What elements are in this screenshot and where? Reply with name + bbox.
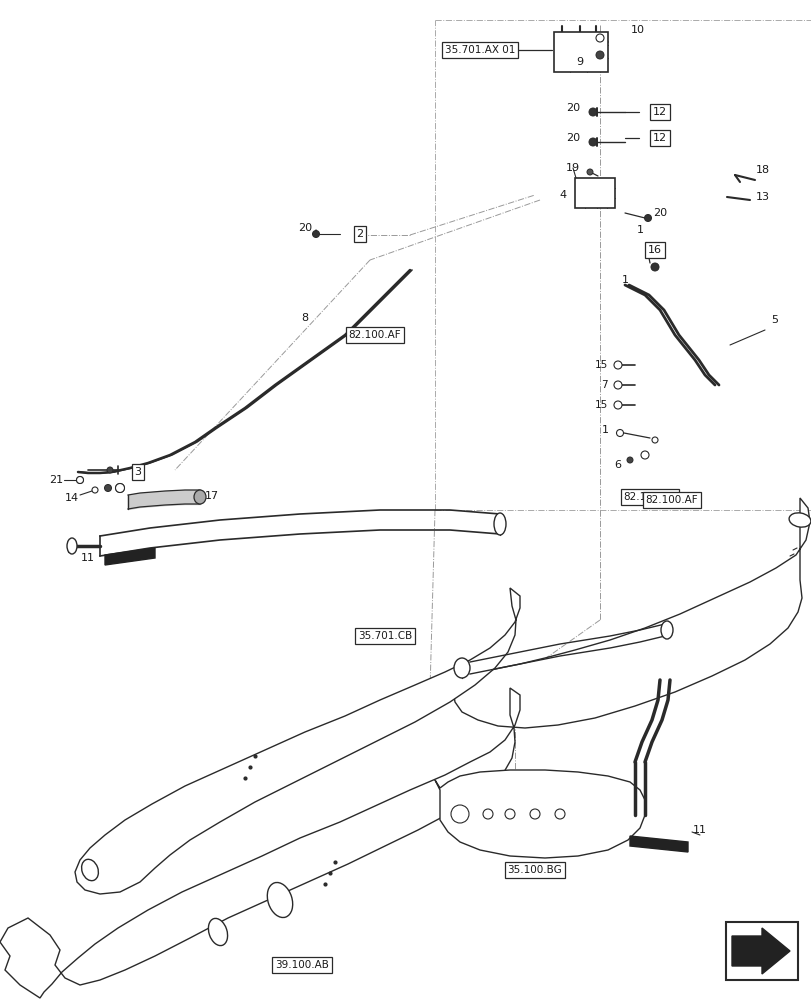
- Text: 20: 20: [298, 223, 311, 233]
- Text: 21: 21: [49, 475, 63, 485]
- Text: 18: 18: [755, 165, 769, 175]
- Text: 82.100.AF: 82.100.AF: [348, 330, 401, 340]
- Text: 1: 1: [601, 425, 607, 435]
- Circle shape: [595, 34, 603, 42]
- Text: 3: 3: [135, 467, 141, 477]
- Text: 9: 9: [576, 57, 583, 67]
- Polygon shape: [731, 928, 789, 974]
- Bar: [574, 178, 614, 208]
- Text: 5: 5: [770, 315, 778, 325]
- Text: 11: 11: [692, 825, 706, 835]
- Polygon shape: [105, 548, 155, 565]
- Circle shape: [554, 809, 564, 819]
- Circle shape: [483, 809, 492, 819]
- Circle shape: [107, 467, 113, 473]
- Text: 10: 10: [630, 25, 644, 35]
- Circle shape: [504, 809, 514, 819]
- Text: 15: 15: [594, 400, 607, 410]
- Text: 35.701.CB: 35.701.CB: [358, 631, 412, 641]
- Circle shape: [640, 451, 648, 459]
- Text: 7: 7: [601, 380, 607, 390]
- Text: 8: 8: [301, 313, 308, 323]
- Text: 1: 1: [636, 225, 642, 235]
- Text: 19: 19: [565, 163, 579, 173]
- Text: 35.701.AX 01: 35.701.AX 01: [444, 45, 514, 55]
- Ellipse shape: [194, 490, 206, 504]
- Circle shape: [92, 487, 98, 493]
- Circle shape: [586, 169, 592, 175]
- Text: 2: 2: [356, 229, 363, 239]
- Text: 4: 4: [559, 190, 566, 200]
- Text: 20: 20: [652, 208, 667, 218]
- Text: 17: 17: [204, 491, 219, 501]
- Ellipse shape: [81, 859, 98, 881]
- Circle shape: [530, 809, 539, 819]
- Circle shape: [588, 108, 596, 116]
- Ellipse shape: [67, 538, 77, 554]
- Polygon shape: [0, 688, 519, 998]
- Circle shape: [312, 231, 319, 237]
- Circle shape: [613, 361, 621, 369]
- Text: 35.100.BG: 35.100.BG: [507, 865, 562, 875]
- Circle shape: [651, 437, 657, 443]
- Circle shape: [613, 381, 621, 389]
- Text: 12: 12: [652, 107, 667, 117]
- Text: 20: 20: [565, 133, 579, 143]
- Ellipse shape: [453, 658, 470, 678]
- Text: 20: 20: [565, 103, 579, 113]
- Text: 6: 6: [614, 460, 620, 470]
- Text: 1: 1: [620, 275, 628, 285]
- Ellipse shape: [267, 882, 292, 918]
- Ellipse shape: [788, 513, 810, 527]
- Text: 12: 12: [652, 133, 667, 143]
- Text: 13: 13: [755, 192, 769, 202]
- Circle shape: [650, 263, 659, 271]
- Circle shape: [105, 485, 111, 491]
- Polygon shape: [453, 498, 809, 728]
- Polygon shape: [629, 836, 687, 852]
- Ellipse shape: [660, 621, 672, 639]
- Circle shape: [595, 51, 603, 59]
- Polygon shape: [75, 588, 519, 894]
- Circle shape: [115, 484, 124, 492]
- Bar: [553, 32, 607, 72]
- Circle shape: [626, 457, 633, 463]
- Ellipse shape: [493, 513, 505, 535]
- Circle shape: [588, 138, 596, 146]
- Text: 82.100.AF: 82.100.AF: [645, 495, 697, 505]
- Bar: [725, 922, 797, 980]
- Text: 39.100.AB: 39.100.AB: [275, 960, 328, 970]
- Text: 16: 16: [647, 245, 661, 255]
- Text: 11: 11: [81, 553, 95, 563]
- Circle shape: [616, 430, 623, 436]
- Circle shape: [76, 477, 84, 484]
- Circle shape: [76, 477, 84, 484]
- Circle shape: [450, 805, 469, 823]
- Text: 82.100.AF: 82.100.AF: [623, 492, 676, 502]
- Circle shape: [115, 484, 124, 492]
- Polygon shape: [435, 770, 644, 858]
- Circle shape: [644, 215, 650, 222]
- Text: 15: 15: [594, 360, 607, 370]
- Text: 14: 14: [65, 493, 79, 503]
- Ellipse shape: [208, 918, 227, 946]
- Circle shape: [613, 401, 621, 409]
